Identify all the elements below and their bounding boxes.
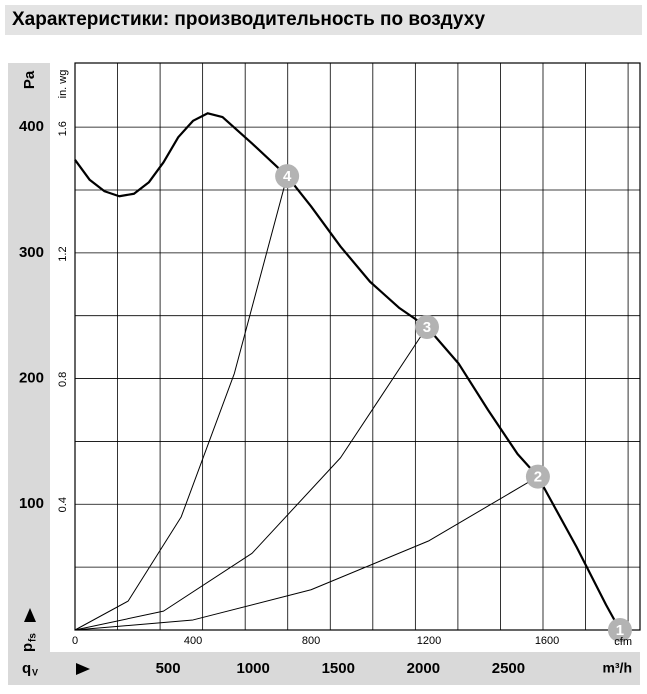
x2-tick-label: 500 xyxy=(156,660,181,677)
y2-tick-label: 1.6 xyxy=(57,121,69,136)
operating-point xyxy=(607,618,632,642)
chart-title: Характеристики: производительность по во… xyxy=(12,9,486,30)
x-tick-label: 1200 xyxy=(417,635,441,647)
x-symbol: q xyxy=(22,660,31,677)
x-tick-label: 0 xyxy=(72,635,78,647)
operating-point xyxy=(414,315,439,340)
x-tick-label: 400 xyxy=(184,635,202,647)
x-tick-label: 800 xyxy=(302,635,320,647)
x-symbol-sub: V xyxy=(32,667,38,677)
grid xyxy=(75,63,640,630)
point-label: 4 xyxy=(283,168,292,185)
operating-point xyxy=(525,464,550,489)
x-tick-label: 1600 xyxy=(535,635,559,647)
x2-tick-label: 2000 xyxy=(407,660,440,677)
x2-axis-label: m³/h xyxy=(602,660,632,676)
y-tick-label: 100 xyxy=(19,495,44,512)
point-label: 3 xyxy=(423,319,431,336)
y2-axis-label: in. wg xyxy=(57,70,69,99)
x2-tick-label: 1500 xyxy=(322,660,355,677)
y-axis-label: Pa xyxy=(21,70,38,89)
curve xyxy=(74,476,539,631)
y2-tick-label: 0.4 xyxy=(57,497,69,512)
title-bar xyxy=(5,5,642,35)
curve xyxy=(74,326,428,631)
x-arrow xyxy=(76,663,90,675)
y-tick-label: 200 xyxy=(19,370,44,387)
y-symbol: p xyxy=(19,643,36,652)
y2-tick-label: 1.2 xyxy=(57,246,69,261)
point-label: 1 xyxy=(616,622,624,639)
x2-tick-label: 1000 xyxy=(236,660,269,677)
y-symbol-sub: fs xyxy=(28,633,39,642)
y-tick-label: 300 xyxy=(19,244,44,261)
x2-tick-label: 2500 xyxy=(492,660,525,677)
y-tick-label: 400 xyxy=(19,118,44,135)
left-strip xyxy=(8,63,50,685)
operating-point xyxy=(275,164,300,189)
y2-tick-label: 0.8 xyxy=(57,372,69,387)
bottom-strip xyxy=(8,652,640,685)
y-arrow xyxy=(24,608,36,622)
marks: 1 2 3 4 xyxy=(74,112,632,642)
x-axis-label: cfm xyxy=(614,636,632,648)
curve xyxy=(74,176,288,631)
point-label: 2 xyxy=(534,469,542,486)
